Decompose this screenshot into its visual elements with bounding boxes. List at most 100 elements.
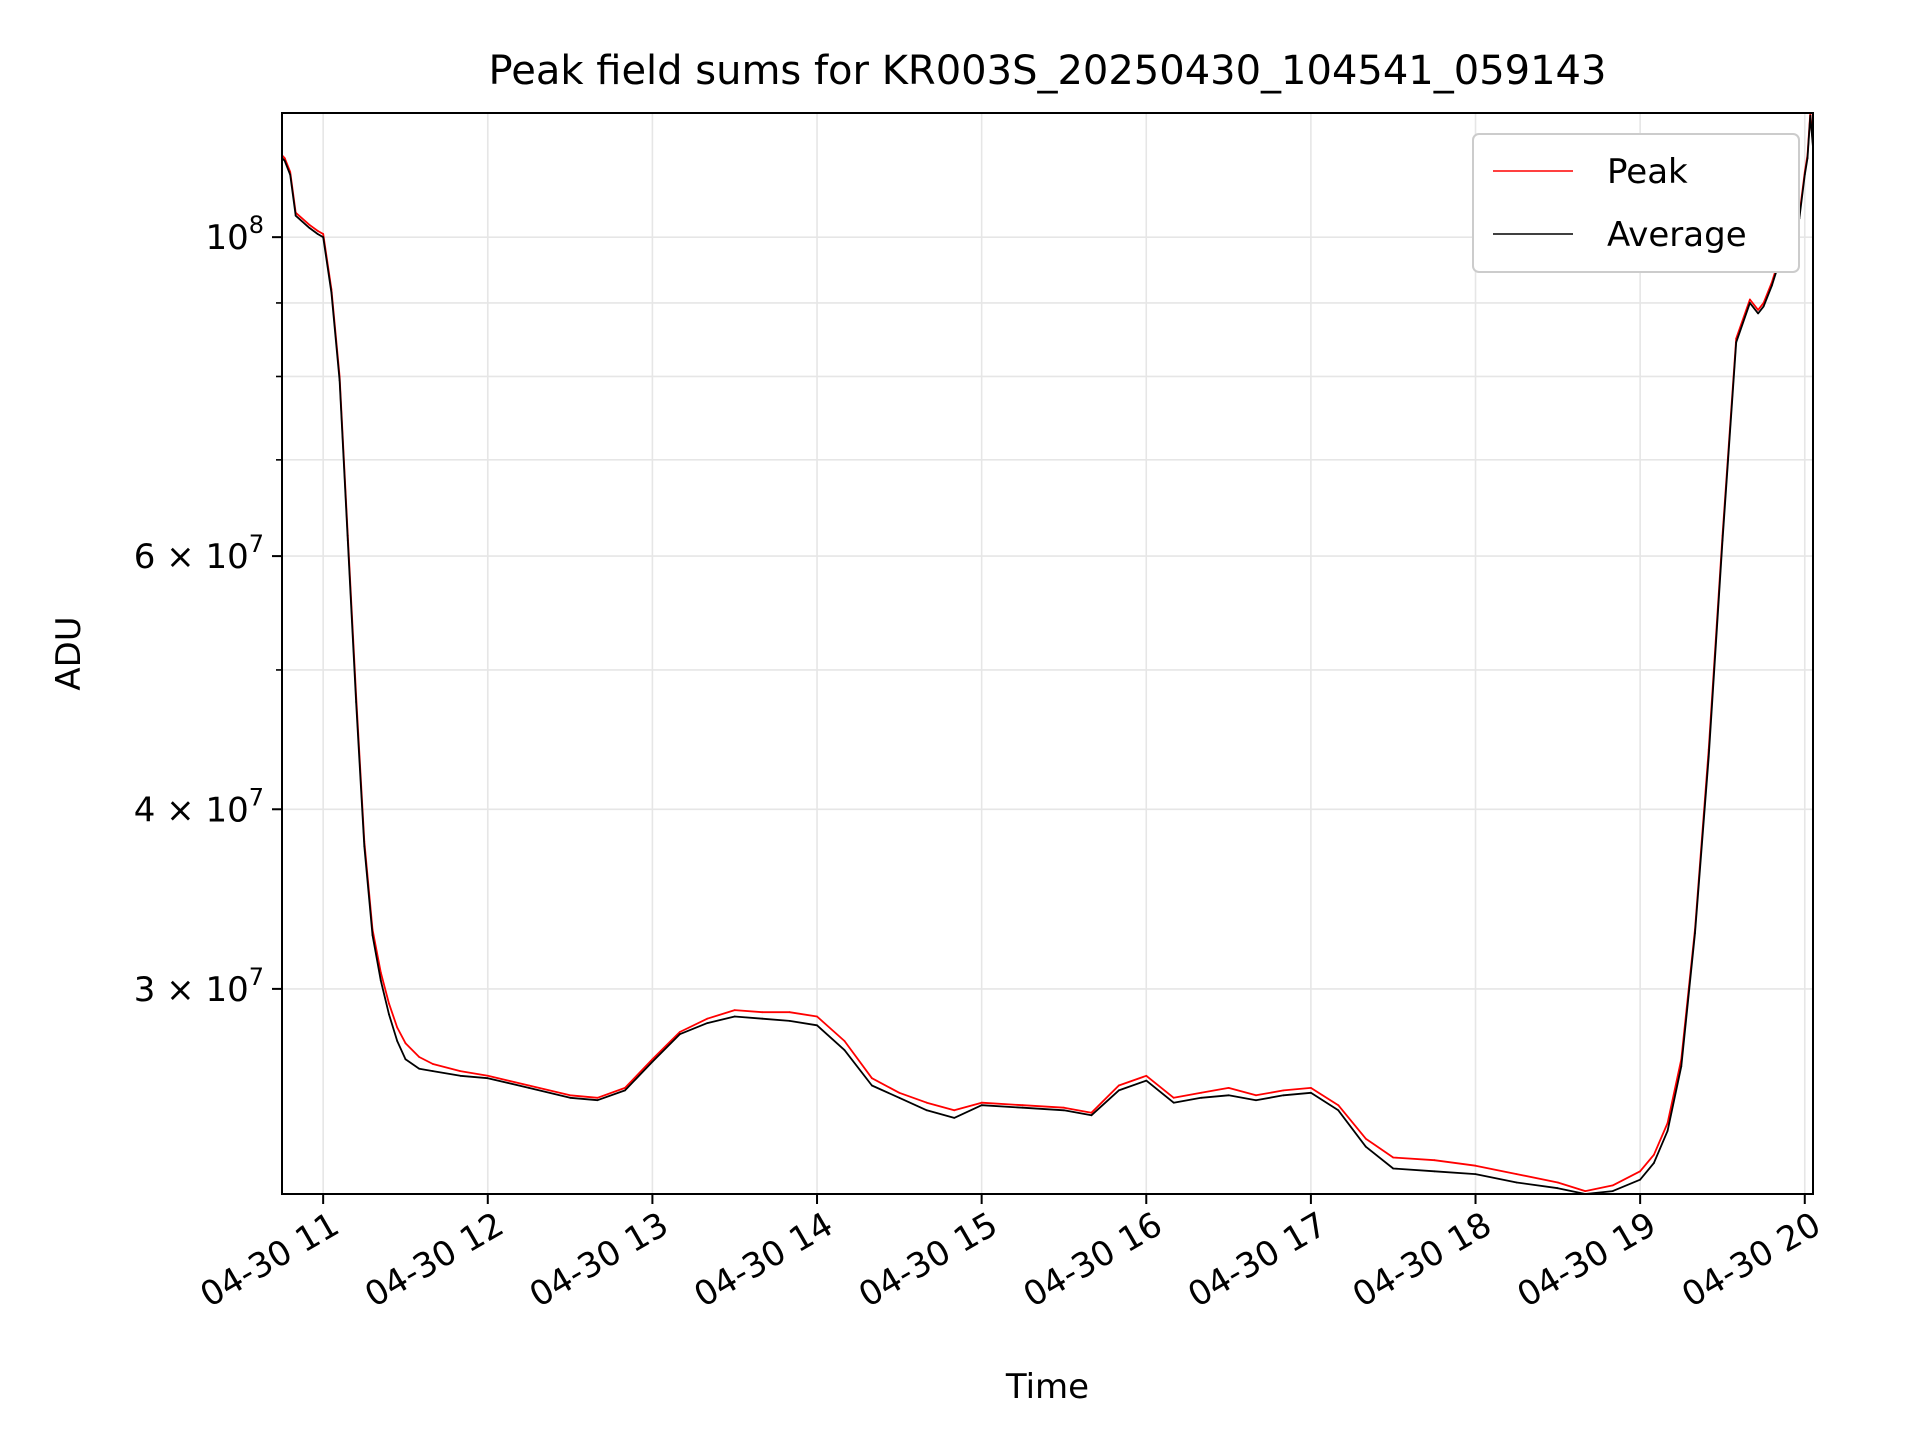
data-point-peak (1757, 309, 1759, 311)
data-point-average (1757, 312, 1759, 315)
data-point-average (379, 979, 382, 982)
data-point-average (1680, 1065, 1683, 1068)
data-point-peak (953, 1109, 956, 1112)
data-point-average (1707, 756, 1710, 758)
data-point-peak (788, 1011, 791, 1014)
data-point-average (1474, 1173, 1477, 1175)
data-point-average (898, 1096, 901, 1099)
data-point-average (1392, 1167, 1395, 1170)
data-point-average (346, 539, 349, 542)
data-point-average (330, 291, 333, 294)
data-point-peak (733, 1009, 736, 1011)
data-point-average (1090, 1114, 1093, 1117)
data-point-peak (678, 1031, 681, 1033)
data-point-peak (1392, 1156, 1395, 1159)
y-tick-label: 4 × 107 (134, 783, 264, 830)
data-point-average (289, 173, 292, 176)
data-point-average (396, 1040, 399, 1042)
data-point-peak (379, 971, 382, 974)
data-point-average (1762, 305, 1765, 308)
data-point-peak (1584, 1190, 1587, 1192)
data-point-average (1117, 1089, 1120, 1092)
data-point-average (624, 1089, 626, 1092)
data-point-average (980, 1104, 983, 1107)
data-point-average (322, 236, 325, 239)
data-point-average (678, 1033, 681, 1036)
data-point-average (294, 214, 297, 217)
data-point-average (1666, 1129, 1669, 1132)
series-line-average (282, 114, 1813, 1194)
data-point-peak (1310, 1087, 1312, 1089)
data-point-peak (1639, 1170, 1641, 1173)
legend: Peak Average (1472, 133, 1800, 273)
data-point-average (308, 227, 311, 229)
data-point-average (1803, 173, 1806, 176)
data-point-average (1809, 114, 1812, 117)
data-point-average (1749, 302, 1751, 304)
data-point-peak (316, 230, 319, 232)
data-point-average (1227, 1094, 1230, 1097)
data-point-peak (761, 1011, 764, 1014)
chart-title: Peak field sums for KR003S_20250430_1045… (489, 48, 1607, 94)
data-point-peak (816, 1015, 818, 1018)
data-point-peak (651, 1058, 654, 1061)
data-point-average (1145, 1079, 1148, 1082)
x-axis-label: Time (1005, 1367, 1089, 1407)
data-point-average (1021, 1106, 1024, 1109)
data-point-peak (322, 233, 325, 235)
data-point-peak (528, 1084, 530, 1087)
data-point-average (1770, 284, 1773, 287)
data-point-average (1515, 1181, 1518, 1184)
data-point-average (761, 1017, 764, 1020)
data-point-peak (283, 157, 286, 160)
data-point-average (596, 1099, 599, 1102)
data-point-average (1806, 157, 1809, 160)
data-point-peak (418, 1056, 421, 1058)
y-tick-label: 6 × 107 (134, 530, 264, 577)
data-point-peak (1433, 1159, 1436, 1162)
data-point-average (843, 1049, 846, 1051)
data-point-peak (1556, 1181, 1559, 1184)
data-point-average (418, 1067, 421, 1070)
data-point-peak (1255, 1094, 1257, 1097)
data-point-average (816, 1024, 818, 1027)
data-point-average (651, 1060, 654, 1063)
data-point-average (1433, 1170, 1436, 1173)
data-point-average (1337, 1109, 1340, 1112)
y-tick-label: 3 × 107 (134, 963, 264, 1010)
data-point-peak (432, 1063, 434, 1065)
data-point-peak (1117, 1084, 1120, 1087)
data-point-average (316, 233, 319, 235)
data-point-average (1639, 1178, 1641, 1181)
data-point-average (706, 1022, 709, 1024)
data-point-average (528, 1087, 530, 1089)
grid (282, 113, 1813, 1194)
data-point-peak (1145, 1074, 1148, 1077)
data-point-peak (1364, 1137, 1367, 1140)
data-point-average (486, 1077, 489, 1080)
data-point-peak (596, 1096, 599, 1099)
data-point-peak (1337, 1104, 1340, 1107)
data-point-average (338, 379, 341, 382)
data-point-peak (308, 223, 311, 226)
data-point-average (1721, 539, 1724, 542)
data-point-average (1611, 1190, 1614, 1192)
data-point-peak (569, 1094, 571, 1097)
data-point-average (432, 1070, 434, 1072)
plot-frame (281, 112, 1814, 1195)
data-point-average (1556, 1187, 1559, 1190)
data-point-peak (388, 1002, 390, 1005)
data-point-peak (1474, 1164, 1477, 1167)
data-point-peak (843, 1040, 846, 1042)
data-point-peak (1063, 1106, 1065, 1109)
data-point-peak (1172, 1096, 1175, 1099)
data-point-peak (1282, 1089, 1285, 1092)
data-point-average (871, 1084, 873, 1087)
plot-area (282, 113, 1813, 1194)
data-point-average (363, 845, 366, 848)
legend-label-peak: Peak (1607, 152, 1688, 192)
data-point-average (569, 1096, 571, 1099)
data-point-average (355, 701, 357, 703)
data-point-average (1200, 1096, 1202, 1099)
